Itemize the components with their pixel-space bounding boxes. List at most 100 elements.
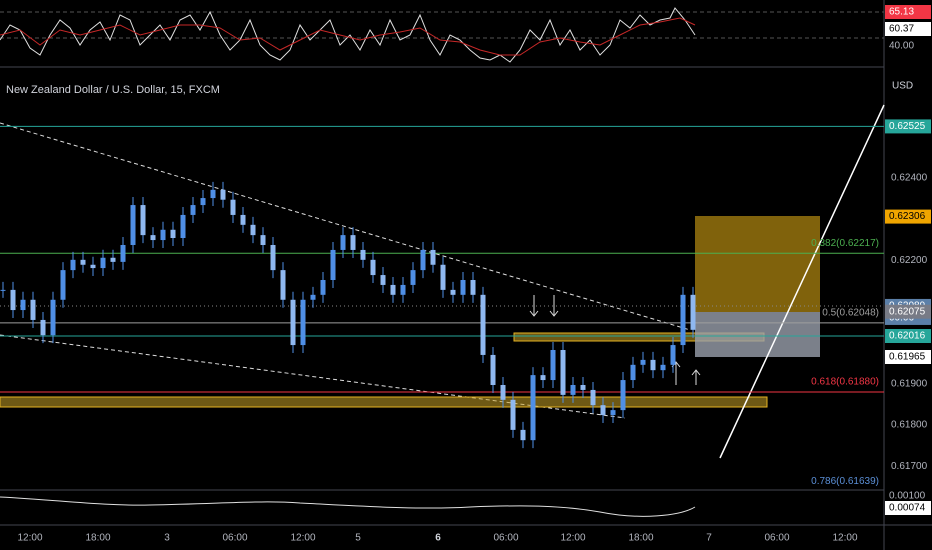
time-label: 06:00: [764, 533, 789, 544]
candle: [620, 380, 626, 411]
price-tag-bg: [885, 119, 931, 134]
candle: [240, 214, 246, 225]
candle: [40, 319, 46, 336]
rsi-tag: 65.13: [889, 7, 914, 18]
time-label: 6: [435, 533, 441, 544]
price-tag-bg: [885, 350, 931, 364]
candle: [520, 429, 526, 441]
target-box: [695, 216, 820, 312]
candle: [680, 294, 686, 346]
currency-label: USD: [892, 81, 913, 92]
candle: [590, 389, 596, 406]
candle: [190, 205, 196, 215]
time-label: 12:00: [832, 533, 857, 544]
time-label: 12:00: [560, 533, 585, 544]
candle: [330, 249, 336, 280]
candle: [50, 299, 56, 336]
candle: [400, 284, 406, 295]
candle: [80, 259, 86, 265]
price-tick-label: 0.61700: [891, 461, 928, 472]
candle: [300, 299, 306, 346]
candle: [310, 294, 316, 300]
candle: [130, 205, 136, 245]
time-label: 12:00: [290, 533, 315, 544]
candle: [90, 264, 96, 269]
candle: [380, 275, 386, 285]
time-label: 12:00: [17, 533, 42, 544]
candle: [600, 405, 606, 416]
oscillator-line: [0, 496, 696, 517]
candle: [470, 280, 476, 295]
candle: [610, 410, 616, 416]
candle: [200, 198, 206, 206]
fib-label: 0.5(0.62048): [822, 307, 879, 318]
time-label: 18:00: [628, 533, 653, 544]
candle: [10, 289, 16, 311]
osc-tag: 0.00100: [889, 491, 926, 502]
candle: [410, 270, 416, 285]
candle: [560, 350, 566, 395]
candle: [550, 350, 556, 381]
candle: [650, 359, 656, 371]
rsi-tag: 60.37: [889, 24, 914, 35]
candle: [0, 289, 6, 291]
candle: [20, 299, 26, 311]
candle: [660, 364, 666, 371]
fib-label: 0.382(0.62217): [811, 238, 879, 249]
price-tag-bg: [885, 209, 931, 224]
price-tag: 0.61965: [889, 352, 926, 363]
candle: [510, 399, 516, 430]
rsi-line: [0, 7, 696, 63]
candle: [630, 364, 636, 381]
rsi-tag-bg: [885, 5, 931, 19]
candle: [690, 294, 696, 330]
candle: [480, 294, 486, 355]
candle: [170, 229, 176, 238]
time-label: 5: [355, 533, 361, 544]
candle: [340, 235, 346, 250]
rsi-tag-bg: [885, 22, 931, 36]
candle: [70, 259, 76, 271]
candle: [460, 280, 466, 295]
time-label: 06:00: [222, 533, 247, 544]
support-zone: [0, 396, 768, 408]
candle: [100, 257, 106, 269]
price-tag: 0.62525: [889, 121, 926, 132]
candle: [320, 280, 326, 295]
candle: [140, 205, 146, 236]
candle: [260, 235, 266, 245]
price-tick-label: 0.61800: [891, 420, 928, 431]
price-tag-bg: [885, 329, 931, 343]
candle: [150, 235, 156, 241]
candle: [280, 270, 286, 300]
candle: [30, 299, 36, 320]
candle: [230, 199, 236, 215]
candle: [60, 270, 66, 300]
candle: [350, 235, 356, 250]
candle: [220, 189, 226, 200]
candle: [580, 385, 586, 390]
price-tag: 0.62306: [889, 211, 926, 222]
price-tag: 0.62016: [889, 331, 926, 342]
candle: [540, 375, 546, 381]
price-tick-label: 0.62200: [891, 255, 928, 266]
candle: [270, 245, 276, 271]
candle: [180, 214, 186, 238]
candle: [160, 229, 166, 241]
candle: [670, 345, 676, 365]
arrows: [529, 295, 701, 385]
candle: [500, 385, 506, 400]
candle: [450, 289, 456, 295]
stop-box: [695, 312, 820, 357]
ray: [719, 104, 885, 459]
fib-label: 0.618(0.61880): [811, 377, 879, 388]
candle: [390, 284, 396, 295]
candle: [210, 189, 216, 199]
candle: [430, 249, 436, 265]
price-tag-bg: [885, 304, 931, 319]
price-tag: 0.62075: [889, 306, 926, 317]
candle: [250, 224, 256, 236]
price-tick-label: 0.62400: [891, 173, 928, 184]
candle: [420, 249, 426, 271]
